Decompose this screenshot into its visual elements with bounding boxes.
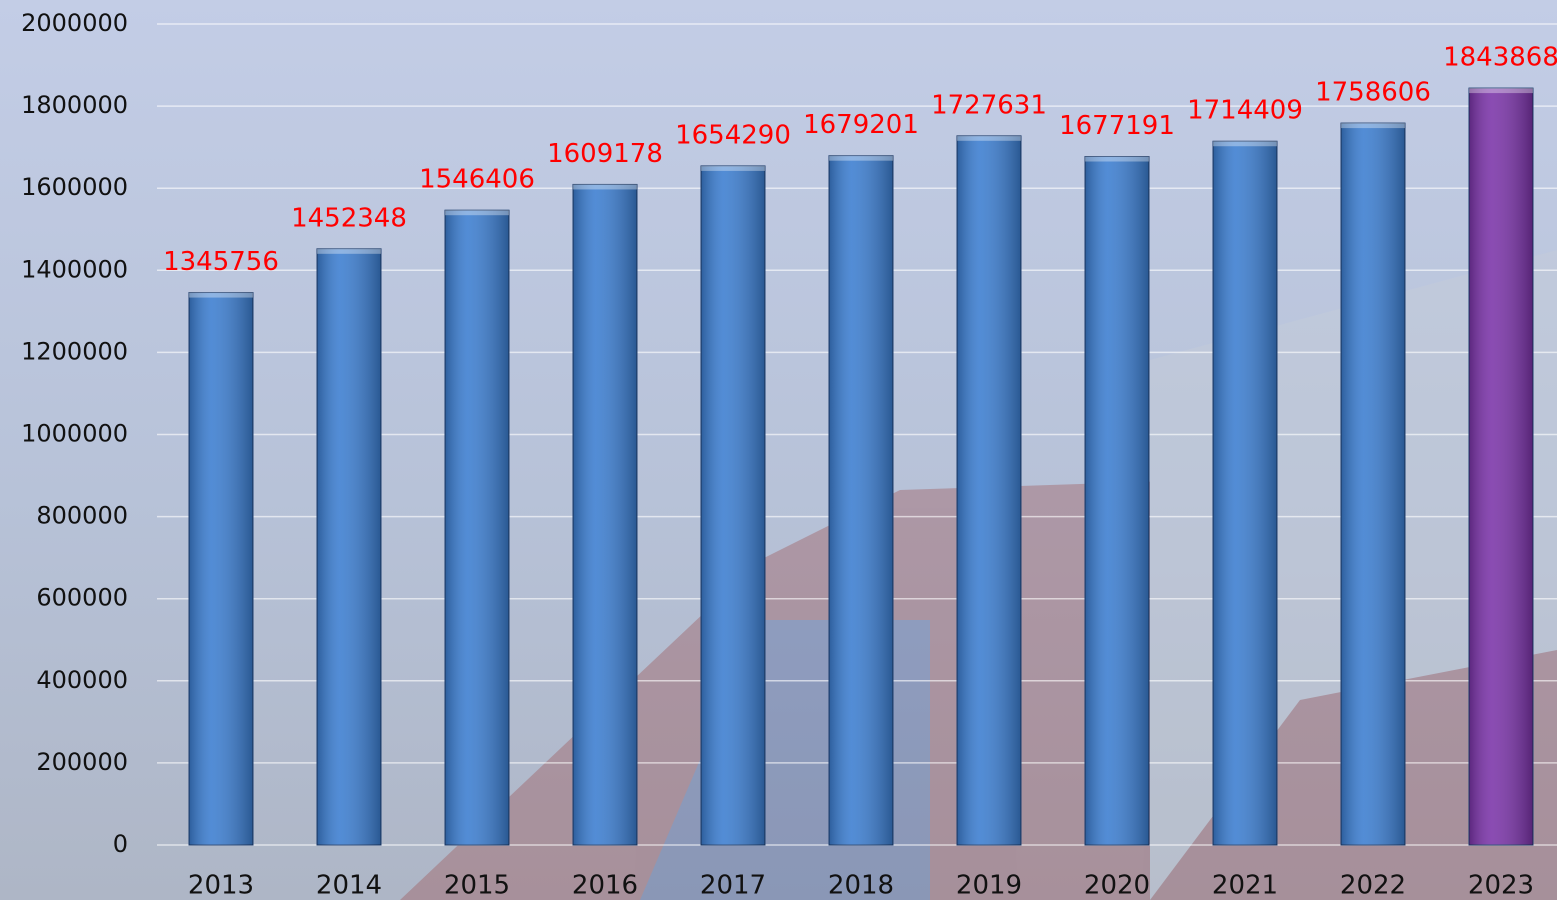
bar-shading (445, 210, 509, 845)
bar-shading (1213, 141, 1277, 845)
value-label: 1677191 (1059, 111, 1175, 141)
chart: 0 200000 400000 600000 800000 1000000 1200000 1… (0, 0, 1557, 900)
bar-shading (829, 156, 893, 845)
bar-top (317, 249, 381, 254)
x-tick-label: 2020 (1084, 871, 1150, 900)
y-tick-label: 1800000 (21, 91, 128, 119)
bar-top (1085, 157, 1149, 162)
y-tick-label: 400000 (36, 666, 128, 694)
x-tick-label: 2023 (1468, 871, 1534, 900)
x-tick-label: 2015 (444, 871, 510, 900)
value-label: 1609178 (547, 139, 663, 169)
bar-shading (957, 136, 1021, 845)
y-tick-label: 1000000 (21, 420, 128, 448)
bar-top (189, 293, 253, 298)
x-tick-label: 2017 (700, 871, 766, 900)
bar-top (829, 156, 893, 161)
bar-shading (1085, 157, 1149, 845)
value-label: 1654290 (675, 120, 791, 150)
x-tick-label: 2019 (956, 871, 1022, 900)
x-tick-label: 2013 (188, 871, 254, 900)
bar-top (957, 136, 1021, 141)
y-tick-label: 2000000 (21, 9, 128, 37)
bar-shading (1469, 88, 1533, 845)
bar-top (1341, 123, 1405, 128)
bar-top (445, 210, 509, 215)
bar-shading (701, 166, 765, 845)
value-label: 1345756 (163, 247, 279, 277)
y-tick-label: 1400000 (21, 255, 128, 283)
bar-shading (573, 184, 637, 845)
x-tick-label: 2022 (1340, 871, 1406, 900)
value-label: 1546406 (419, 165, 535, 195)
bar-top (1213, 141, 1277, 146)
value-label: 1727631 (931, 90, 1047, 120)
bar-top (701, 166, 765, 171)
y-tick-label: 1600000 (21, 173, 128, 201)
x-tick-label: 2021 (1212, 871, 1278, 900)
value-label: 1758606 (1315, 78, 1431, 108)
value-label: 1679201 (803, 110, 919, 140)
y-tick-label: 200000 (36, 748, 128, 776)
y-tick-label: 1200000 (21, 337, 128, 365)
value-label: 1452348 (291, 203, 407, 233)
bar-top (573, 184, 637, 189)
x-tick-label: 2014 (316, 871, 382, 900)
y-tick-label: 800000 (36, 502, 128, 530)
value-label: 1714409 (1187, 96, 1303, 126)
x-tick-label: 2018 (828, 871, 894, 900)
bar-top (1469, 88, 1533, 93)
x-tick-label: 2016 (572, 871, 638, 900)
bar-shading (1341, 123, 1405, 845)
y-tick-label: 0 (113, 830, 128, 858)
bar-shading (189, 293, 253, 845)
bar-shading (317, 249, 381, 845)
y-tick-label: 600000 (36, 584, 128, 612)
value-label: 1843868 (1443, 43, 1557, 73)
